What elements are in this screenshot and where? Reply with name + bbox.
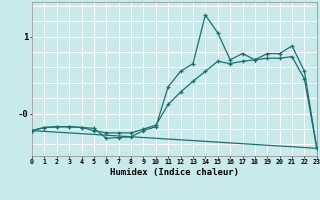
X-axis label: Humidex (Indice chaleur): Humidex (Indice chaleur) bbox=[110, 168, 239, 177]
